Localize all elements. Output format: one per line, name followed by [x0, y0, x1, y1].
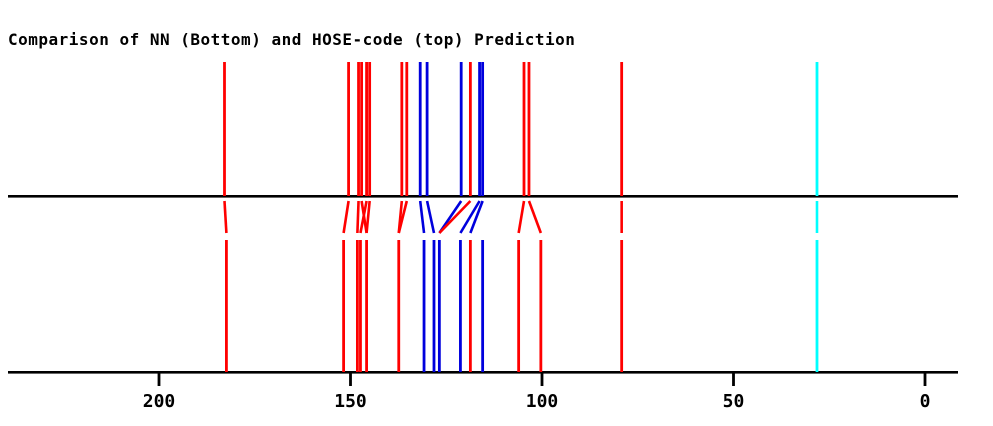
peak-line-bottom [620, 240, 624, 372]
peak-connector [397, 200, 409, 234]
peak-line-bottom [517, 240, 521, 372]
peak-line-bottom [459, 240, 462, 372]
axis-tick-label: 200 [143, 391, 176, 412]
peak-line-top [620, 62, 624, 196]
axis-tick-label: 100 [526, 391, 559, 412]
axis-tick-label: 50 [723, 391, 745, 412]
peak-line-top [418, 62, 422, 196]
peak-line-bottom [437, 240, 441, 372]
peak-line-top [468, 62, 472, 196]
chart-title: Comparison of NN (Bottom) and HOSE-code … [8, 30, 576, 49]
peak-line-bottom [342, 240, 346, 372]
axis-tick [349, 373, 352, 386]
peak-line-top [405, 62, 409, 196]
axis-tick [923, 373, 927, 386]
peak-line-bottom [432, 240, 436, 372]
peak-connector [365, 200, 371, 234]
peak-line-top [478, 62, 481, 196]
peak-line-bottom [225, 240, 228, 372]
peak-line-bottom [815, 240, 819, 372]
peak-line-top [360, 62, 364, 196]
peak-connector [527, 200, 543, 234]
peak-line-top [527, 62, 531, 196]
peak-line-bottom [397, 240, 401, 372]
peak-line-top [481, 62, 485, 196]
peak-connector [438, 200, 472, 234]
peak-line-top [368, 62, 372, 196]
peak-line-top [425, 62, 429, 196]
peak-line-top [365, 62, 368, 196]
peak-connector [356, 200, 360, 234]
peak-line-top [347, 62, 350, 196]
axis-tick [157, 373, 161, 386]
peak-connector [223, 200, 228, 234]
axis-tick-label: 0 [920, 391, 931, 412]
axis-tick-label: 150 [334, 391, 367, 412]
peak-connector [418, 200, 426, 234]
peak-connector [342, 200, 350, 234]
peak-line-bottom [468, 240, 472, 372]
peak-line-bottom [481, 240, 485, 372]
peak-line-top [522, 62, 526, 196]
peak-line-bottom [422, 240, 426, 372]
top-axis-line [8, 195, 958, 198]
axis-tick [732, 373, 735, 386]
peak-line-bottom [355, 240, 359, 372]
peak-line-top [459, 62, 463, 196]
peak-line-bottom [365, 240, 368, 372]
peak-connector [517, 200, 526, 234]
axis-tick [540, 373, 544, 386]
bottom-axis-line [8, 371, 958, 374]
peak-connector [425, 200, 436, 234]
peak-line-top [815, 62, 819, 196]
peak-connector [359, 200, 368, 234]
peak-line-top [357, 62, 360, 196]
peak-line-bottom [359, 240, 362, 372]
peak-connector [459, 200, 481, 234]
peak-connector [469, 200, 484, 234]
peak-line-top [223, 62, 226, 196]
peak-line-top [400, 62, 404, 196]
peak-line-bottom [539, 240, 543, 372]
